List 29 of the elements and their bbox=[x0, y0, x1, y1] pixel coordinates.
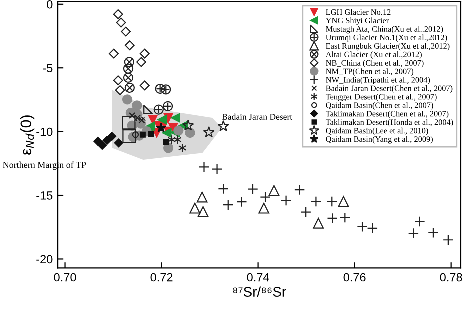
legend-label: NM_TP(Chen et al., 2007) bbox=[326, 68, 414, 76]
y-tick-label: 0 bbox=[47, 0, 53, 9]
legend-label: Qaidam Basin(Yang et al., 2009) bbox=[326, 136, 433, 144]
legend-label: East Rungbuk Glacier(Xu et al.,2012) bbox=[326, 43, 450, 51]
legend-label: Tengger Desert(Chen et al., 2007) bbox=[326, 94, 437, 102]
legend-label: Taklimakan Desert(Honda et al., 2004) bbox=[326, 119, 454, 127]
legend-label: YNG Shiyi Glacier bbox=[326, 18, 390, 26]
legend-label: Altai Glacier (Xu et al.,2012) bbox=[326, 52, 422, 60]
legend-label: LGH Glacier No.12 bbox=[326, 9, 391, 16]
x-tick-label: 0.78 bbox=[440, 273, 462, 282]
legend-label: NW_India(Tripathi et al., 2004) bbox=[326, 77, 430, 84]
legend-label: Urumqi Glacier No.1(Xu et al.,2012) bbox=[326, 34, 448, 42]
x-tick-label: 0.70 bbox=[54, 273, 76, 282]
y-tick-label: -10 bbox=[36, 128, 53, 136]
x-tick-label: 0.72 bbox=[150, 273, 173, 282]
y-tick-label: -20 bbox=[36, 255, 53, 264]
y-tick-label: -5 bbox=[43, 64, 53, 73]
annotation: Badain Jaran Desert bbox=[222, 114, 293, 120]
x-tick-label: 0.76 bbox=[344, 273, 366, 282]
legend-label: Qaidam Basin(Lee et al., 2010) bbox=[326, 128, 428, 136]
legend-label: NB_China (Chen et al., 2007) bbox=[326, 60, 424, 68]
legend-label: Badain Jaran Desert(Chen et al., 2007) bbox=[326, 86, 453, 93]
y-tick-label: -15 bbox=[36, 192, 53, 200]
x-axis-title: ⁸⁷Sr/⁸⁶Sr bbox=[233, 286, 286, 297]
y-axis-title: ε$_{Nd}$(0) bbox=[20, 116, 35, 155]
legend-label: Taklimakan Desert(Chen et al., 2007) bbox=[326, 110, 449, 118]
legend-label: Qaidam Basin(Chen et al., 2007) bbox=[326, 102, 434, 110]
x-tick-label: 0.74 bbox=[247, 273, 270, 282]
legend-label: Mustagh Ata, China(Xu et al..2012) bbox=[326, 26, 444, 34]
